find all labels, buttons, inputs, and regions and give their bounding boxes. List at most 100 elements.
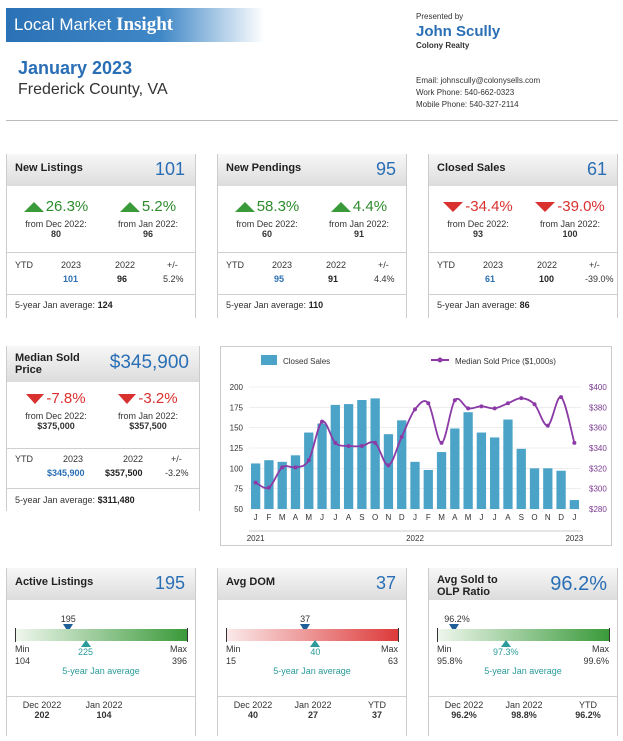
x-tick: A: [452, 513, 458, 522]
change-from-value: 80: [50, 229, 61, 239]
price-point: [572, 440, 577, 445]
legend-bar-swatch: [261, 355, 277, 365]
agent-email: Email: johnscully@colonysells.com: [416, 76, 541, 85]
legend-label: Median Sold Price ($1,000s): [455, 357, 556, 366]
header-divider: [6, 120, 618, 121]
change-from-prev-year: -3.2% from Jan 2022: $357,500: [103, 390, 193, 431]
x-tick: O: [372, 513, 378, 522]
avg-label: 5-year Jan average:: [15, 495, 96, 505]
gauge-bar: [15, 629, 187, 641]
year-label: 2022: [406, 534, 424, 543]
x-tick: M: [465, 513, 472, 522]
footer-prev-year: Jan 2022 104: [69, 700, 139, 720]
price-point: [559, 395, 564, 400]
ytd-year-current: 2023: [272, 260, 293, 270]
arrow-up-icon: [234, 201, 255, 212]
triangle-up-icon: [500, 640, 511, 647]
bar: [569, 500, 580, 509]
change-pct-text: -39.0%: [557, 198, 605, 215]
gauge-max-tick: [187, 628, 188, 642]
x-tick: S: [359, 513, 364, 522]
bar: [410, 461, 420, 509]
avg-value: $311,480: [97, 495, 135, 505]
triangle-down-icon: [300, 624, 311, 632]
price-point: [333, 440, 338, 445]
card-label: Closed Sales: [437, 162, 506, 174]
price-point: [359, 443, 364, 448]
bar: [290, 455, 301, 509]
x-tick: M: [438, 513, 445, 522]
price-point: [386, 463, 391, 468]
gauge-min-tick: [226, 628, 227, 642]
right-axis-tick: $300: [589, 485, 607, 494]
change-pct: 5.2%: [103, 198, 193, 215]
right-axis-tick: $280: [589, 505, 607, 514]
card-label: Median Sold Price: [15, 352, 80, 376]
bar: [476, 432, 487, 509]
price-point: [479, 404, 484, 409]
divider: [218, 294, 406, 295]
change-from-prev-month: -7.8% from Dec 2022: $375,000: [11, 390, 101, 431]
footer-label: YTD: [368, 700, 386, 710]
change-pct: -7.8%: [11, 390, 101, 407]
avg-label: 5-year Jan average:: [15, 300, 96, 310]
bar: [304, 432, 314, 509]
change-from-value: 100: [562, 229, 578, 239]
footer-value: 37: [371, 710, 382, 720]
card-value: 96.2%: [550, 573, 607, 595]
change-from-label: from Dec 2022:: [236, 219, 298, 229]
bar: [383, 434, 394, 509]
card-label: Avg Sold to OLP Ratio: [437, 574, 498, 598]
change-from-label: from Dec 2022:: [447, 219, 509, 229]
change-pct: -39.0%: [525, 198, 615, 215]
x-tick: O: [531, 513, 537, 522]
bar: [516, 448, 526, 509]
gauge-marker-label: 96.2%: [444, 614, 470, 624]
change-from-value: $375,000: [37, 421, 75, 431]
x-tick: F: [426, 513, 431, 522]
footer-value: 98.8%: [511, 710, 537, 720]
banner-normal: Local Market: [14, 15, 112, 34]
footer-value: 40: [247, 710, 258, 720]
card-value: 195: [154, 573, 185, 593]
gauge-min-value: 95.8%: [437, 656, 463, 666]
x-tick: M: [305, 513, 312, 522]
price-point: [426, 401, 431, 406]
change-from-value: 91: [353, 229, 364, 239]
ytd-year-current: 2023: [61, 260, 82, 270]
change-from-prev-month: -34.4% from Dec 2022: 93: [433, 198, 523, 239]
ytd-value-prev: 96: [117, 274, 128, 284]
report-month: January 2023: [18, 58, 133, 78]
ytd-label: YTD: [226, 260, 244, 270]
footer-prev-month: Dec 2022 202: [7, 700, 77, 720]
gauge-min-value: 15: [226, 656, 237, 666]
price-point: [452, 398, 457, 403]
change-pct-text: -3.2%: [138, 390, 178, 407]
legend-line-marker: [437, 357, 443, 363]
card-value: 101: [154, 159, 185, 179]
change-from-value: 93: [472, 229, 483, 239]
left-axis-tick: 50: [234, 505, 243, 514]
card-header: New Pendings 95: [218, 154, 406, 186]
x-tick: N: [386, 513, 392, 522]
gauge-avg-marker: 225: [78, 647, 94, 657]
divider: [7, 448, 199, 449]
agent-mobile-phone: Mobile Phone: 540-327-2114: [416, 100, 519, 109]
metric-card-1: New Pendings 95 58.3% from Dec 2022: 60 …: [217, 154, 407, 318]
divider: [429, 252, 617, 253]
footer-value: 104: [96, 710, 112, 720]
divider: [7, 252, 195, 253]
gauge-min-value: 104: [15, 656, 31, 666]
bar: [330, 404, 340, 509]
bar: [317, 423, 327, 509]
card-header: Avg Sold to OLP Ratio 96.2%: [429, 568, 617, 600]
left-axis-tick: 150: [230, 424, 244, 433]
left-axis-tick: 175: [230, 403, 244, 412]
divider: [7, 488, 199, 489]
x-tick: S: [519, 513, 524, 522]
footer-value: 27: [307, 710, 318, 720]
change-from-prev-year: 5.2% from Jan 2022: 96: [103, 198, 193, 239]
avg-value: 110: [308, 300, 324, 310]
footer-label: Jan 2022: [294, 700, 332, 710]
bar: [556, 470, 566, 509]
